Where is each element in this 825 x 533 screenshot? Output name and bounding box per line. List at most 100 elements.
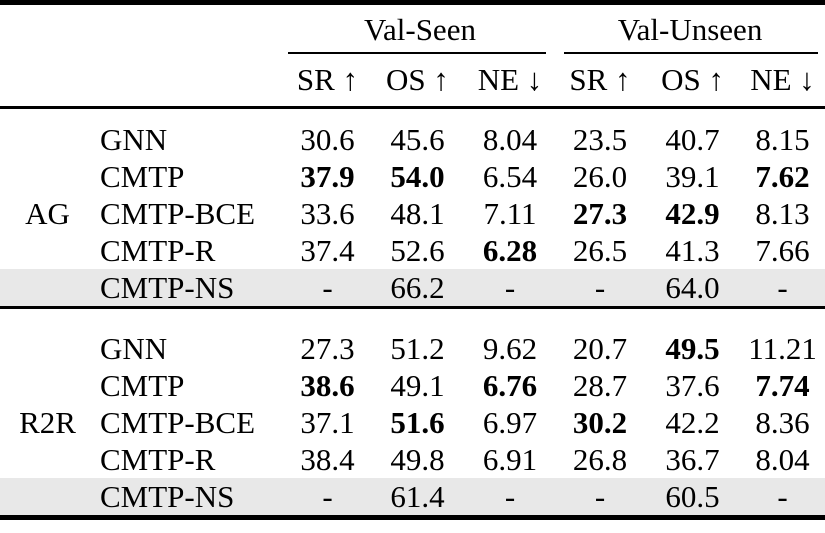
metric-value-cell: - [555,478,646,518]
metric-value-cell: 30.2 [572,405,628,440]
col-header-sr-seen: SR ↑ [285,54,370,109]
metric-value-cell: 6.54 [482,159,538,194]
metric-value-cell: 38.6 [300,368,355,403]
table-row: GNN 30.6 45.6 8.04 23.5 40.7 8.15 [0,108,825,159]
metric-value-cell: 8.13 [755,196,810,231]
metric-value-cell: 8.15 [755,122,810,157]
metric-value-cell: 64.0 [645,269,741,308]
metric-value-cell: 8.04 [482,122,538,157]
metric-value-cell: 27.3 [572,196,628,231]
metric-value-cell: 36.7 [665,442,720,477]
method-cell: CMTP-BCE [100,196,256,231]
metric-value-cell: 27.3 [300,331,355,366]
col-header-os-unseen: OS ↑ [645,54,741,109]
method-cell: CMTP-NS [95,269,285,308]
val-seen-header: Val-Seen [285,3,555,55]
col-header-sr-unseen: SR ↑ [555,54,646,109]
group-label-cell [0,108,95,159]
method-cell: CMTP-R [100,442,216,477]
metric-value-cell: 6.97 [482,405,538,440]
table-row: AG CMTP-BCE 33.6 48.1 7.11 27.3 42.9 8.13 [0,195,825,232]
metric-value-cell: 8.36 [755,405,810,440]
method-cell: GNN [100,331,168,366]
metric-value-cell: 6.91 [482,442,538,477]
group-label-cell [0,308,95,368]
table-row: CMTP-NS -61.4- -60.5- [0,478,825,518]
table-header: Val-Seen Val-Unseen SR ↑ OS ↑ NE ↓ SR ↑ … [0,3,825,109]
metric-value-cell: 7.62 [755,159,810,194]
group-label-cell [0,367,95,404]
col-header-os-seen: OS ↑ [370,54,465,109]
metric-value-cell: - [555,269,646,308]
val-unseen-header: Val-Unseen [555,3,825,55]
group-label-cell [0,478,95,518]
corner-cell [0,3,285,55]
metric-value-cell: - [285,269,370,308]
metric-value-cell: 38.4 [300,442,355,477]
metric-value-cell: 26.0 [572,159,628,194]
metric-value-cell: 9.62 [482,331,538,366]
metric-value-cell: 8.04 [755,442,810,477]
metric-value-cell: 23.5 [572,122,628,157]
metric-value-cell: 51.2 [390,331,445,366]
metric-value-cell: 49.1 [390,368,445,403]
metric-value-cell: 42.9 [665,196,720,231]
metric-header-row: SR ↑ OS ↑ NE ↓ SR ↑ OS ↑ NE ↓ [0,54,825,109]
group-label-cell [0,269,95,308]
metric-value-cell: 7.66 [755,233,810,268]
metric-value-cell: 52.6 [390,233,445,268]
metric-value-cell: 7.74 [755,368,810,403]
metric-value-cell: 49.8 [390,442,445,477]
corner-cell [0,54,285,109]
metric-value-cell: 26.8 [572,442,628,477]
metric-value-cell: 6.28 [482,233,538,268]
metric-value-cell: 11.21 [748,331,817,366]
group-label-cell: R2R [19,405,76,440]
group-label-cell [0,158,95,195]
metric-value-cell: 45.6 [390,122,445,157]
metric-value-cell: - [740,478,825,518]
section-r2r: GNN 27.3 51.2 9.62 20.7 49.5 11.21 CMTP 38.6 49.1… [0,308,825,518]
metric-value-cell: 49.5 [665,331,720,366]
results-table: Val-Seen Val-Unseen SR ↑ OS ↑ NE ↓ SR ↑ … [0,0,825,520]
metric-value-cell: 61.4 [370,478,465,518]
table-row: CMTP-R 37.4 52.6 6.28 26.5 41.3 7.66 [0,232,825,269]
table-row: CMTP-R 38.4 49.8 6.91 26.8 36.7 8.04 [0,441,825,478]
metric-value-cell: 40.7 [665,122,720,157]
table-row: GNN 27.3 51.2 9.62 20.7 49.5 11.21 [0,308,825,368]
metric-value-cell: 66.2 [370,269,465,308]
method-cell: CMTP-R [100,233,216,268]
metric-value-cell: 41.3 [665,233,720,268]
group-label-cell: AG [25,196,70,231]
method-cell: CMTP [100,368,185,403]
metric-value-cell: - [465,269,556,308]
method-cell: CMTP [100,159,185,194]
group-label-cell [0,441,95,478]
metric-value-cell: 37.4 [300,233,355,268]
metric-value-cell: 33.6 [300,196,355,231]
metric-value-cell: 37.6 [665,368,720,403]
method-cell: CMTP-BCE [100,405,256,440]
col-header-ne-unseen: NE ↓ [740,54,825,109]
table-row: CMTP 38.6 49.1 6.76 28.7 37.6 7.74 [0,367,825,404]
metric-value-cell: - [285,478,370,518]
metric-value-cell: 28.7 [572,368,628,403]
metric-value-cell: 54.0 [390,159,445,194]
method-cell: GNN [100,122,168,157]
metric-value-cell: 37.9 [300,159,355,194]
metric-value-cell: 39.1 [665,159,720,194]
metric-value-cell: 7.11 [483,196,537,231]
col-header-ne-seen: NE ↓ [465,54,556,109]
method-cell: CMTP-NS [95,478,285,518]
metric-value-cell: 37.1 [300,405,355,440]
table-row: CMTP 37.9 54.0 6.54 26.0 39.1 7.62 [0,158,825,195]
metric-value-cell: 26.5 [572,233,628,268]
metric-value-cell: 48.1 [390,196,445,231]
metric-value-cell: - [740,269,825,308]
group-label-cell [0,232,95,269]
metric-value-cell: 30.6 [300,122,355,157]
table-row: CMTP-NS -66.2- -64.0- [0,269,825,308]
section-ag: GNN 30.6 45.6 8.04 23.5 40.7 8.15 CMTP 37.9 54.0 6… [0,108,825,308]
metric-value-cell: 60.5 [645,478,741,518]
metric-value-cell: 6.76 [482,368,538,403]
